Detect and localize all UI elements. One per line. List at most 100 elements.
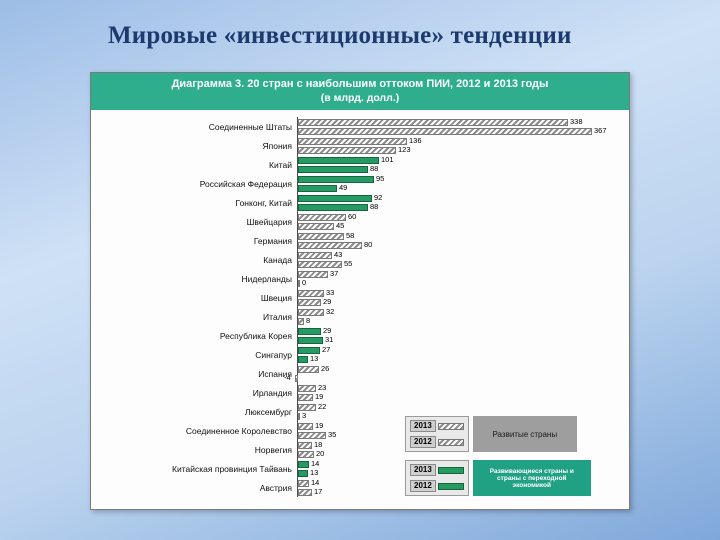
bar-line-2012: 20	[298, 450, 625, 458]
bar-group: 27 13	[297, 345, 625, 364]
bar-group: 60 45	[297, 212, 625, 231]
bar-2012	[298, 127, 592, 135]
legend-line-2012: 2012	[410, 436, 464, 448]
bar-2012	[298, 222, 334, 230]
chart-subtitle: (в млрд. долл.)	[320, 92, 400, 104]
bar-line-2012: 88	[298, 164, 625, 174]
bar-group: 19 35	[297, 421, 625, 440]
bar-2012	[298, 317, 304, 325]
legend-entry-developed: 2013 2012 Развитые страны	[405, 416, 591, 452]
legend-year-2013-label: 2013	[410, 420, 436, 432]
chart-row: Сингапур 27 13	[93, 345, 625, 364]
bar-group: 22 3	[297, 402, 625, 421]
bar-2012	[298, 450, 314, 458]
chart-row: Канада 43 55	[93, 250, 625, 269]
bar-line-2013: 27	[298, 346, 625, 354]
value-label: 0	[302, 278, 307, 288]
bar-2012	[298, 241, 362, 249]
bar-2013	[298, 403, 316, 411]
country-label: Нидерланды	[241, 273, 292, 284]
chart-row: Япония 136 123	[93, 136, 625, 155]
bar-2012	[298, 393, 313, 401]
chart-row: Швеция 33 29	[93, 288, 625, 307]
bar-line-2012: 19	[298, 393, 625, 401]
bar-2012	[298, 184, 337, 192]
chart-body: Соединенные Штаты 338 367 Япония 136 123 Китай…	[91, 110, 629, 499]
hatched-bar-sample-icon	[437, 422, 464, 430]
bar-line-2013: 18	[298, 441, 625, 449]
value-label: 8	[306, 316, 311, 326]
country-label: Германия	[253, 235, 292, 246]
chart-row: Ирландия 23 19	[93, 383, 625, 402]
value-label: 95	[376, 174, 385, 184]
value-label: 55	[344, 259, 353, 269]
bar-line-2012: 3	[298, 412, 625, 420]
value-label: 22	[318, 402, 327, 412]
bar-line-2012: 55	[298, 259, 625, 269]
bar-line-2012: 31	[298, 336, 625, 344]
bar-group: 18 20	[297, 440, 625, 459]
bar-line-2012: 35	[298, 430, 625, 440]
value-label: 35	[328, 430, 337, 440]
value-label: 14	[311, 478, 320, 488]
bar-line-2013: 14	[298, 478, 625, 488]
hatched-bar-sample-icon	[437, 438, 464, 446]
value-label: 29	[323, 326, 332, 336]
bar-2012	[295, 374, 298, 382]
chart-row: Соединенное Королевство 19 35	[93, 421, 625, 440]
bar-group: 14 13	[297, 459, 625, 478]
bar-line-2013: 23	[298, 384, 625, 392]
country-label: Соединенное Королевство	[185, 425, 292, 436]
legend-line-2012: 2012	[410, 480, 464, 492]
bar-group: 43 55	[297, 250, 625, 269]
bar-line-2013: 26	[298, 364, 625, 374]
bar-line-2013: 29	[298, 326, 625, 336]
country-label: Китай	[269, 159, 292, 170]
chart-row: Испания 26 -4	[93, 364, 625, 383]
bar-line-2012: 80	[298, 240, 625, 250]
value-label: 26	[321, 364, 330, 374]
value-label: 367	[594, 126, 607, 136]
country-label: Китайская провинция Тайвань	[172, 463, 292, 474]
country-label: Люксембург	[244, 406, 292, 417]
bar-2013	[298, 270, 328, 278]
bar-2012	[298, 165, 368, 173]
value-label: 88	[370, 164, 379, 174]
value-label: 13	[310, 354, 319, 364]
value-label: 136	[409, 136, 422, 146]
legend-years-developed: 2013 2012	[405, 416, 469, 452]
value-label: 19	[315, 421, 324, 431]
chart-row: Италия 32 8	[93, 307, 625, 326]
value-label: 123	[398, 145, 411, 155]
bar-2012	[298, 469, 308, 477]
bar-2013	[298, 422, 313, 430]
bar-group: 29 31	[297, 326, 625, 345]
bar-group: 23 19	[297, 383, 625, 402]
bar-group: 33 29	[297, 288, 625, 307]
value-label: 80	[364, 240, 373, 250]
country-label: Италия	[263, 311, 292, 322]
legend-entry-developing: 2013 2012 Развивающиеся страны и страны …	[405, 460, 591, 496]
value-label: 14	[311, 459, 320, 469]
value-label: 101	[381, 155, 394, 165]
chart-legend: 2013 2012 Развитые страны 2013	[405, 416, 591, 496]
chart-row: Китайская провинция Тайвань 14 13	[93, 459, 625, 478]
country-label: Япония	[262, 140, 292, 151]
bar-2012	[298, 431, 326, 439]
green-bar-sample-icon	[437, 466, 464, 474]
bar-line-2012: 0	[298, 278, 625, 288]
bar-line-2013: 60	[298, 213, 625, 221]
bar-group: 58 80	[297, 231, 625, 250]
bar-group: 26 -4	[284, 364, 625, 383]
country-label: Швейцария	[246, 216, 292, 227]
country-label: Австрия	[259, 482, 292, 493]
legend-line-2013: 2013	[410, 420, 464, 432]
value-label: 33	[326, 288, 335, 298]
bar-line-2012: 17	[298, 488, 625, 496]
chart-panel: Диаграмма 3. 20 стран с наибольшим отток…	[90, 72, 630, 510]
chart-row: Германия 58 80	[93, 231, 625, 250]
bar-group: 37 0	[297, 269, 625, 288]
bar-group: 92 88	[297, 193, 625, 212]
bar-2013	[298, 118, 568, 126]
